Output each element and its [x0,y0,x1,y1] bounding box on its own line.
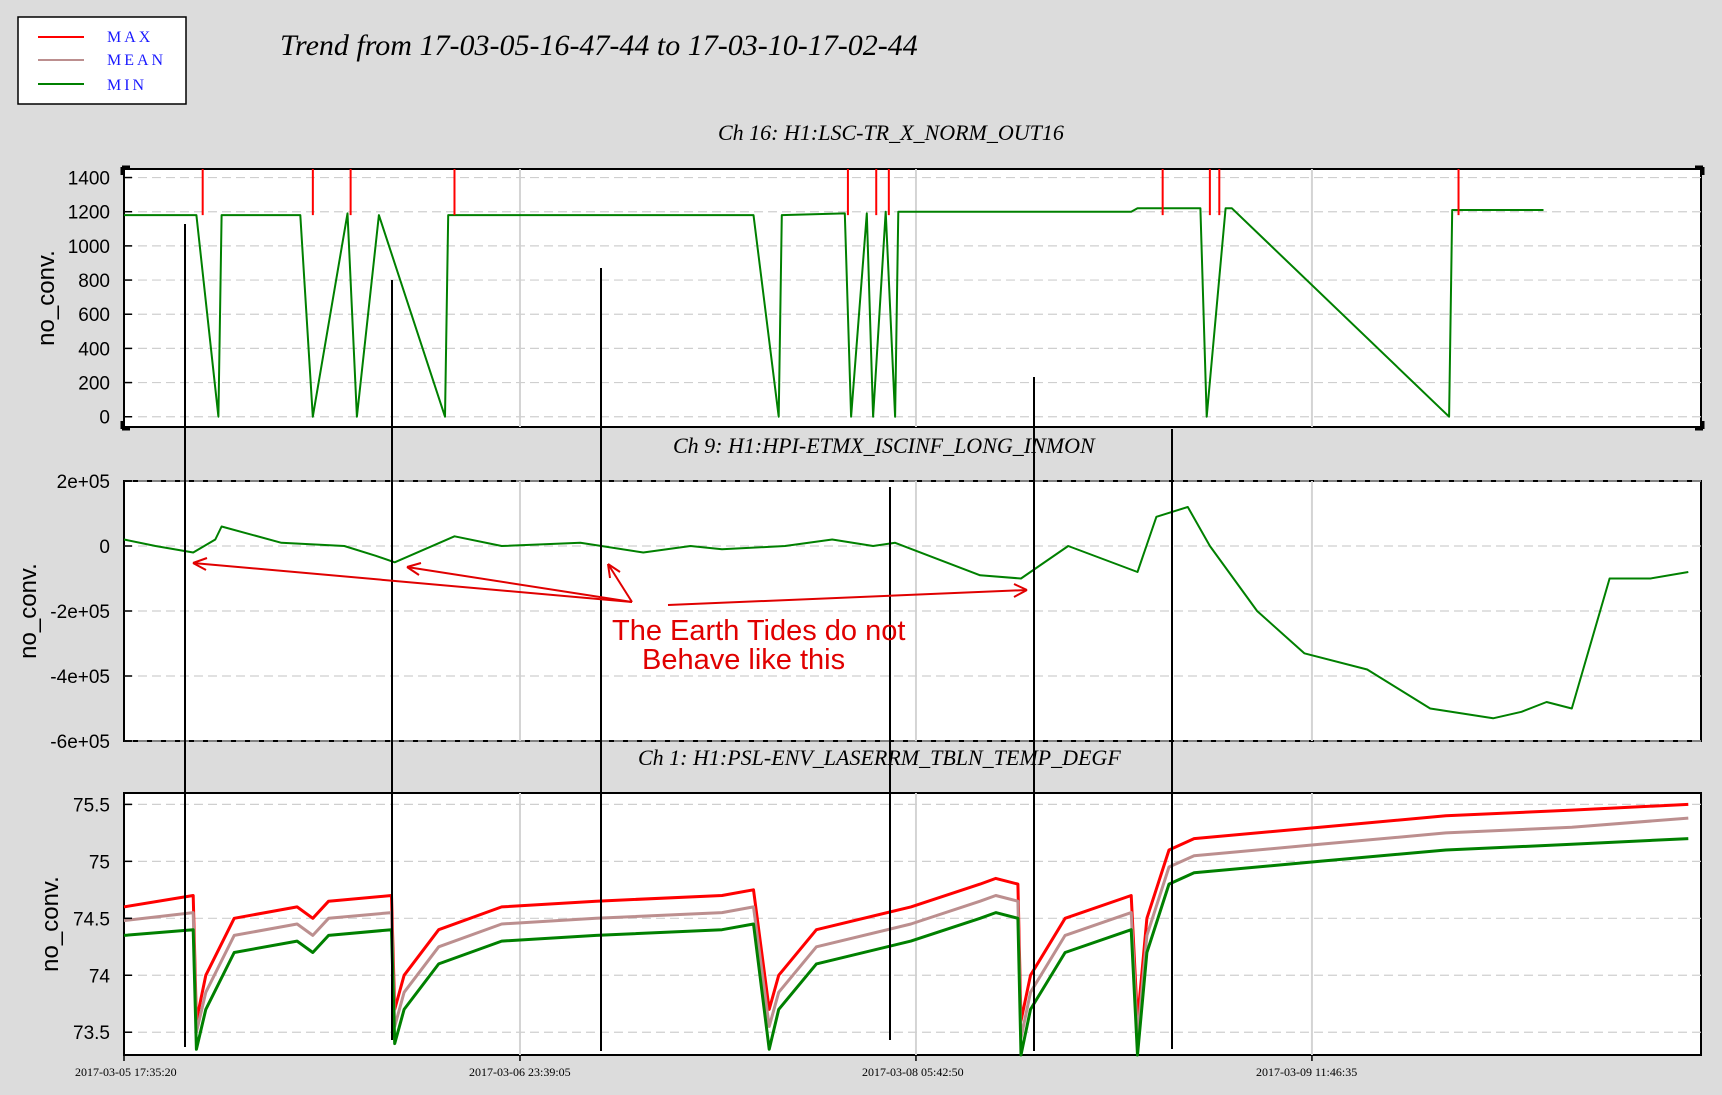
panel-3-ylabel: no_conv. [37,876,64,972]
panel-1-series-min [124,207,1544,418]
panel-3-title: Ch 1: H1:PSL-ENV_LASERRM_TBLN_TEMP_DEGF [638,745,1121,770]
panel-1-ytick-label: 1400 [68,169,110,190]
panel-2-ytick-label: -2e+05 [50,602,110,623]
panel-1-ytick-label: 0 [99,408,110,429]
panel-2-ytick-label: -6e+05 [50,732,110,753]
panel-3-series-mean [123,816,1689,1040]
annotation-line-1: The Earth Tides do not [612,615,905,647]
legend: MAX MEAN MIN [17,16,187,105]
panel-3-ytick-label: 74.5 [73,909,110,930]
panel-1-corner-markers [120,165,1705,431]
x-tick-label-2: 2017-03-06 23:39:05 [469,1065,571,1079]
annotation-arrow-2 [406,566,633,603]
legend-label-max: MAX [107,29,153,46]
panel-3-ytick-label: 75.5 [73,795,110,816]
panel-2-ytick-label: -4e+05 [50,667,110,688]
event-marker-lines [184,224,1173,1051]
panel-3-ytick-label: 75 [89,852,110,873]
panel-1-ytick-label: 800 [78,271,110,292]
panel-1-ylabel: no_conv. [33,250,60,346]
annotation-line-2: Behave like this [642,644,845,676]
panel-1-ytick-label: 200 [78,374,110,395]
panel-1-ytick-label: 1200 [68,203,110,224]
x-tick-label-4: 2017-03-09 11:46:35 [1256,1065,1357,1079]
chart-title: Trend from 17-03-05-16-47-44 to 17-03-10… [280,29,918,62]
x-tick-label-3: 2017-03-08 05:42:50 [862,1065,964,1079]
panel-3-series-min [123,837,1689,1057]
annotation-arrow-1 [192,562,633,603]
data-layer [123,169,1689,1057]
panel-3-series-max [123,802,1689,1023]
panel-2-ytick-label: 0 [99,537,110,558]
panel-1-ytick-label: 400 [78,339,110,360]
legend-label-mean: MEAN [107,52,166,69]
panel-1-title: Ch 16: H1:LSC-TR_X_NORM_OUT16 [718,120,1064,145]
panel-2-title: Ch 9: H1:HPI-ETMX_ISCINF_LONG_INMON [673,433,1096,458]
x-tick-label-1: 2017-03-05 17:35:20 [75,1065,177,1079]
panel-1-ytick-label: 600 [78,305,110,326]
annotation-arrow-3 [607,563,633,603]
panel-2-series-min [123,506,1689,720]
panel-2-ytick-label: 2e+05 [57,472,110,493]
annotation-arrows [192,557,1028,606]
panel-3-ytick-label: 74 [89,966,111,987]
panel-1-ytick-label: 1000 [68,237,110,258]
axis-layer: 0 200 400 600 800 1000 1200 1400 2e+05 0 -2e+05 -4e… [50,169,1313,1061]
panel-3-ytick-label: 73.5 [73,1023,110,1044]
legend-label-min: MIN [107,77,147,94]
panel-2-ylabel: no_conv. [15,563,42,659]
annotation-arrow-4 [667,589,1028,606]
